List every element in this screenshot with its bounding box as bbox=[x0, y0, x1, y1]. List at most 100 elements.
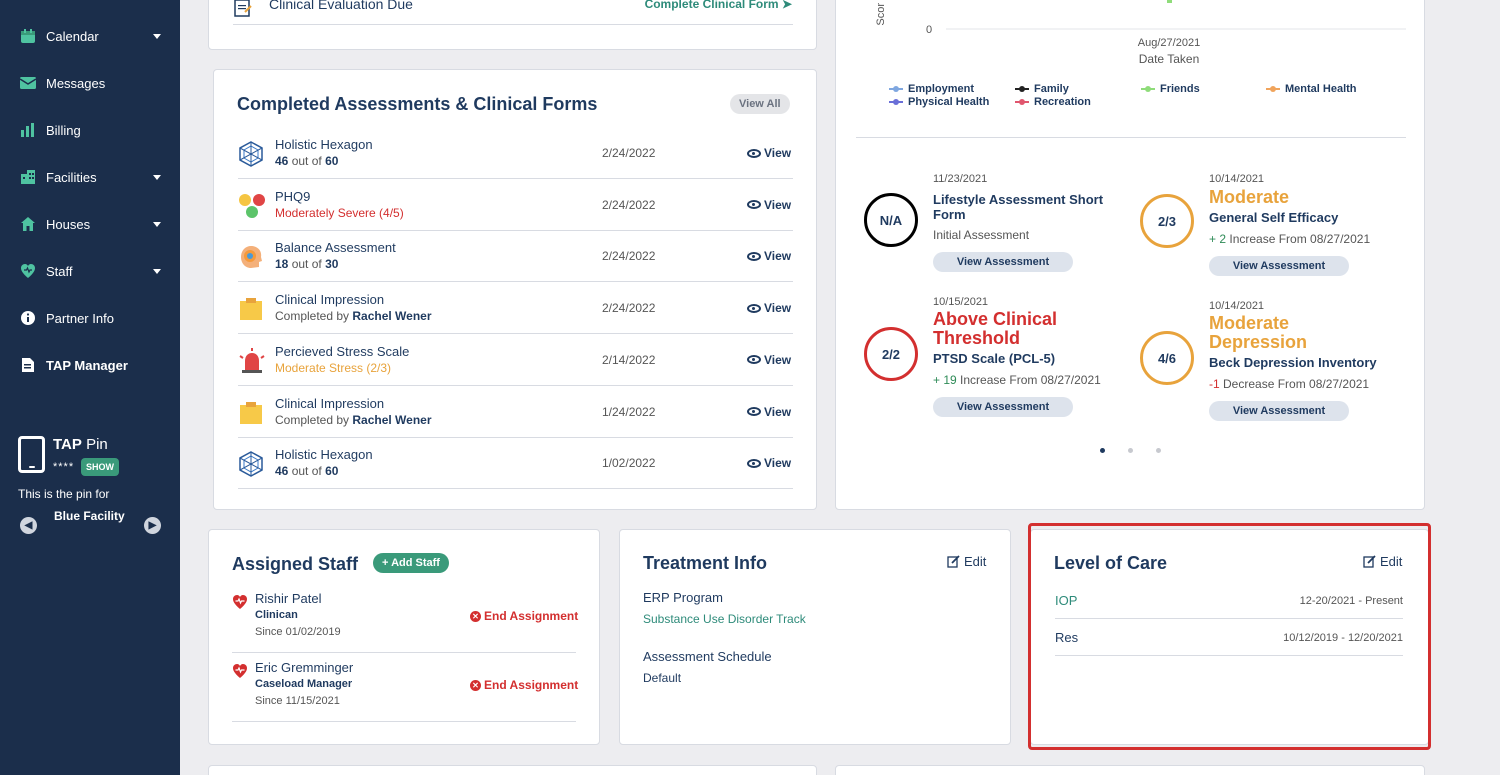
clipboard-icon bbox=[233, 0, 253, 18]
legend-recreation[interactable]: Recreation bbox=[1015, 96, 1091, 108]
chevron-down-icon[interactable] bbox=[153, 33, 161, 39]
nav-label: TAP Manager bbox=[46, 357, 128, 373]
edit-button[interactable]: Edit bbox=[1363, 554, 1402, 569]
chevron-down-icon[interactable] bbox=[153, 268, 161, 274]
nav-label: Staff bbox=[46, 263, 73, 279]
nav-item-tap-manager[interactable]: TAP Manager bbox=[0, 350, 180, 380]
legend-label: Employment bbox=[908, 83, 975, 95]
nav-label: Facilities bbox=[46, 169, 97, 185]
chevron-down-icon[interactable] bbox=[153, 221, 161, 227]
view-button[interactable]: View bbox=[747, 301, 791, 315]
nav-item-houses[interactable]: Houses bbox=[0, 209, 180, 239]
nav-label: Partner Info bbox=[46, 310, 114, 326]
nav-item-facilities[interactable]: Facilities bbox=[0, 162, 180, 192]
level-of-care-row[interactable]: Res 10/12/2019 - 12/20/2021 bbox=[1055, 619, 1403, 656]
show-pin-button[interactable]: SHOW bbox=[81, 458, 119, 476]
legend-label: Family bbox=[1034, 83, 1069, 95]
nav-item-partner-info[interactable]: Partner Info bbox=[0, 303, 180, 333]
tap-pin-title: TAP Pin bbox=[53, 436, 108, 453]
close-circle-icon: ✕ bbox=[470, 610, 481, 622]
assessment-row: Holistic Hexagon 46 out of 60 2/24/2022 Vie… bbox=[238, 127, 793, 179]
view-button[interactable]: View bbox=[747, 198, 791, 212]
complete-clinical-form-link[interactable]: Complete Clinical Form ➤ bbox=[645, 0, 792, 11]
result-change: -1 Decrease From 08/27/2021 bbox=[1209, 377, 1370, 391]
result-name: General Self Efficacy bbox=[1209, 210, 1339, 225]
legend-friends[interactable]: Friends bbox=[1141, 83, 1200, 95]
eye-icon bbox=[747, 458, 761, 468]
result-beck: 4/6 10/14/2021 Moderate Depression Beck … bbox=[1140, 298, 1400, 421]
pin-facility-name: Blue Facility bbox=[54, 509, 125, 523]
view-assessment-button[interactable]: View Assessment bbox=[933, 397, 1073, 417]
result-level: Moderate bbox=[1209, 187, 1290, 207]
legend-marker bbox=[889, 86, 903, 92]
staff-row: Eric Gremminger Caseload Manager Since 1… bbox=[232, 653, 578, 722]
level-of-care-row[interactable]: IOP 12-20/2021 - Present bbox=[1055, 582, 1403, 619]
assigned-staff-card: Assigned Staff + Add Staff Rishir Patel … bbox=[208, 529, 600, 745]
y-axis-label: Scor bbox=[875, 3, 887, 26]
carousel-dot[interactable] bbox=[1156, 448, 1161, 453]
score-ring: N/A bbox=[864, 193, 918, 247]
assessment-row: Clinical Impression Completed by Rachel W… bbox=[238, 282, 793, 335]
view-assessment-button[interactable]: View Assessment bbox=[933, 252, 1073, 272]
view-label: View bbox=[764, 404, 792, 419]
carousel-dot[interactable] bbox=[1128, 448, 1133, 453]
hexagon-icon bbox=[238, 451, 264, 478]
completed-assessments-card: Completed Assessments & Clinical Forms V… bbox=[213, 69, 817, 510]
end-assignment-label: End Assignment bbox=[484, 678, 579, 692]
assessment-date: 2/14/2022 bbox=[602, 352, 656, 367]
assessment-result: 46 out of 60 bbox=[275, 464, 339, 479]
view-all-button[interactable]: View All bbox=[730, 94, 790, 114]
view-button[interactable]: View bbox=[747, 353, 791, 367]
prev-facility-icon[interactable]: ◀ bbox=[20, 517, 37, 534]
assessment-name: Percieved Stress Scale bbox=[275, 343, 410, 359]
assessment-date: 1/24/2022 bbox=[602, 404, 656, 419]
staff-since: Since 11/15/2021 bbox=[255, 695, 340, 707]
legend-physical-health[interactable]: Physical Health bbox=[889, 96, 989, 108]
edit-button[interactable]: Edit bbox=[947, 554, 986, 569]
care-level-name: IOP bbox=[1055, 593, 1078, 608]
heart-shield-icon bbox=[19, 262, 37, 280]
view-button[interactable]: View bbox=[747, 456, 791, 470]
legend-label: Physical Health bbox=[908, 96, 990, 108]
nav-label: Houses bbox=[46, 216, 91, 232]
chevron-down-icon[interactable] bbox=[153, 174, 161, 180]
nav-item-billing[interactable]: Billing bbox=[0, 115, 180, 145]
nav-item-staff[interactable]: Staff bbox=[0, 256, 180, 286]
level-of-care-card: Level of Care Edit IOP 12-20/2021 - Pres… bbox=[1030, 529, 1429, 745]
assessment-name: PHQ9 bbox=[275, 188, 311, 204]
program-value[interactable]: Substance Use Disorder Track bbox=[643, 612, 806, 626]
card-title: Treatment Info bbox=[643, 553, 768, 573]
view-label: View bbox=[764, 146, 792, 160]
program-label: ERP Program bbox=[643, 590, 723, 605]
view-assessment-button[interactable]: View Assessment bbox=[1209, 256, 1349, 276]
view-assessment-button[interactable]: View Assessment bbox=[1209, 401, 1349, 421]
nav-item-messages[interactable]: Messages bbox=[0, 68, 180, 98]
result-self-efficacy: 2/3 10/14/2021 Moderate General Self Eff… bbox=[1140, 171, 1400, 281]
legend-mental-health[interactable]: Mental Health bbox=[1266, 83, 1357, 95]
carousel-dot-active[interactable] bbox=[1100, 448, 1105, 453]
staff-name: Eric Gremminger bbox=[255, 660, 354, 675]
legend-employment[interactable]: Employment bbox=[889, 83, 974, 95]
add-staff-button[interactable]: + Add Staff bbox=[373, 553, 449, 573]
nav-label: Calendar bbox=[46, 28, 99, 44]
view-label: View bbox=[764, 249, 792, 264]
assessment-date: 2/24/2022 bbox=[602, 197, 656, 212]
result-name: Lifestyle Assessment Short Form bbox=[933, 192, 1104, 222]
view-button[interactable]: View bbox=[747, 249, 791, 263]
sidebar: Calendar Messages Billing Facilities Hou… bbox=[0, 0, 180, 775]
next-facility-icon[interactable]: ▶ bbox=[144, 517, 161, 534]
legend-marker bbox=[1015, 99, 1029, 105]
arrow-circle-icon: ➤ bbox=[781, 0, 792, 11]
result-name: PTSD Scale (PCL-5) bbox=[933, 351, 1056, 366]
alarm-icon bbox=[238, 347, 265, 374]
view-button[interactable]: View bbox=[747, 146, 791, 160]
legend-marker bbox=[1015, 86, 1029, 92]
end-assignment-button[interactable]: ✕ End Assignment bbox=[470, 609, 578, 623]
nav-item-calendar[interactable]: Calendar bbox=[0, 21, 180, 51]
end-assignment-button[interactable]: ✕ End Assignment bbox=[470, 678, 578, 692]
legend-family[interactable]: Family bbox=[1015, 83, 1069, 95]
divider bbox=[856, 137, 1406, 138]
assessment-name: Clinical Impression bbox=[275, 395, 385, 411]
view-button[interactable]: View bbox=[747, 405, 791, 419]
score-ring: 2/3 bbox=[1140, 194, 1194, 248]
